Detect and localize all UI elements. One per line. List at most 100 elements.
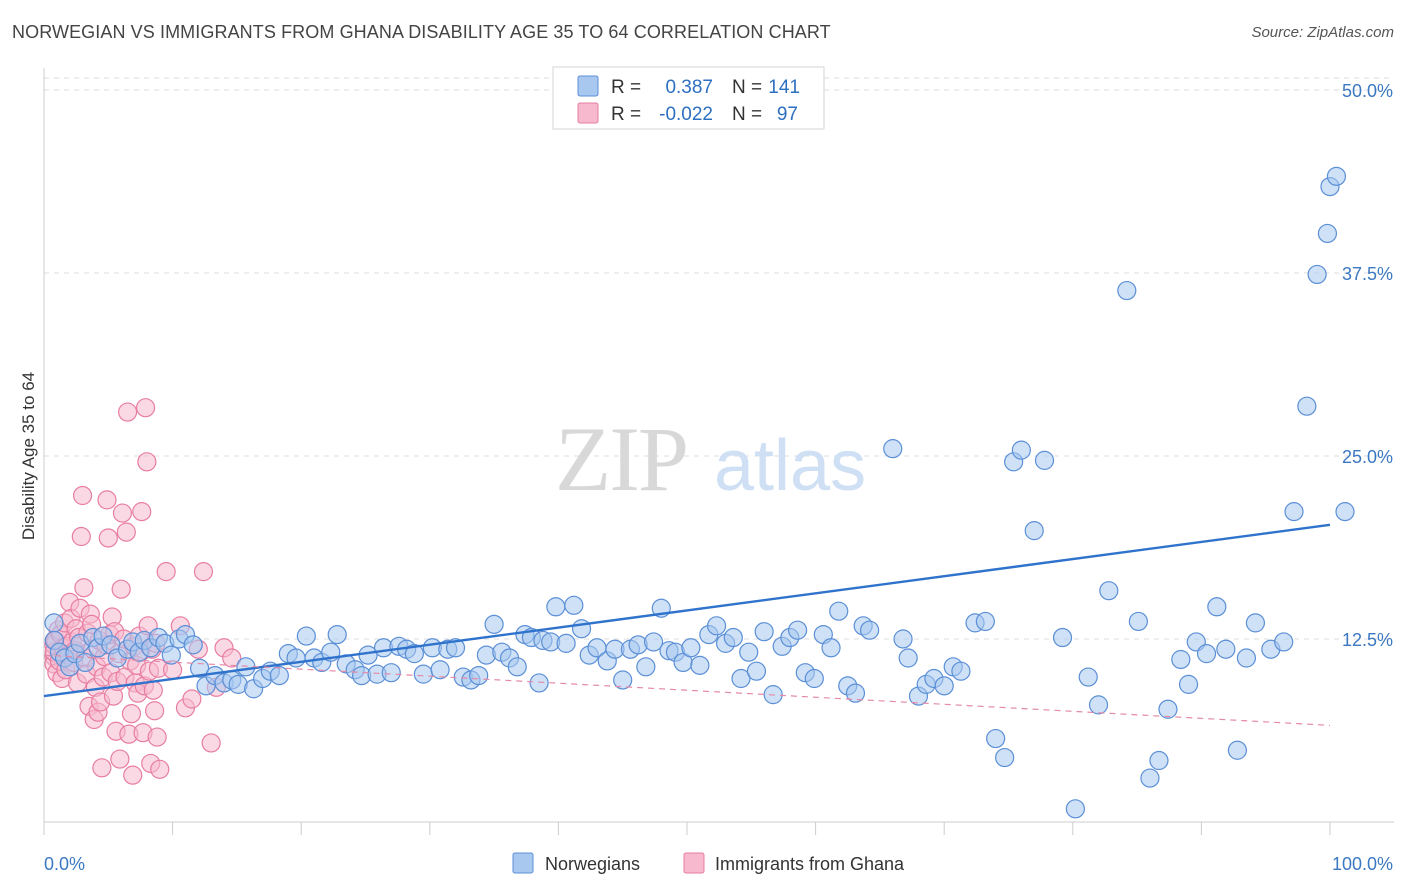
norwegian-point-148	[1284, 502, 1304, 522]
norwegian-point-121	[986, 728, 1006, 749]
legend-r-label-1: R =	[611, 77, 641, 98]
norwegian-point-111	[893, 629, 913, 649]
axes	[43, 68, 1394, 835]
norwegian-point-93	[731, 668, 751, 689]
ghana-point-92	[193, 562, 214, 582]
legend-r-value-2: -0.022	[659, 104, 713, 125]
norwegian-point-116	[934, 676, 954, 696]
legend-swatch-norwegians	[577, 75, 599, 97]
norwegian-point-34	[269, 665, 289, 686]
norwegian-point-59	[469, 665, 489, 686]
norwegian-point-41	[327, 624, 347, 645]
norwegian-point-149	[1297, 396, 1317, 416]
ghana-point-85	[150, 759, 170, 779]
norwegian-point-20	[161, 645, 181, 665]
norwegian-point-130	[1088, 695, 1109, 715]
norwegian-point-125	[1024, 521, 1044, 541]
ghana-point-83	[147, 727, 167, 747]
norwegian-point-127	[1052, 627, 1073, 648]
norwegian-point-142	[1216, 639, 1236, 659]
norwegian-point-137	[1171, 649, 1191, 670]
y-tick-label-3: 50.0%	[1342, 81, 1393, 101]
norwegian-point-78	[613, 670, 633, 690]
y-axis-title: Disability Age 35 to 64	[19, 372, 38, 540]
y-tick-label-1: 25.0%	[1342, 447, 1393, 467]
norwegian-point-64	[507, 657, 527, 677]
norwegian-point-104	[821, 638, 841, 658]
norwegian-point-24	[190, 658, 210, 678]
norwegian-point-128	[1065, 799, 1085, 819]
watermark-atlas: atlas	[714, 426, 866, 506]
norwegian-point-48	[381, 663, 401, 683]
ghana-point-63	[121, 704, 142, 724]
norwegian-point-154	[1335, 502, 1355, 522]
ghana-point-90	[182, 689, 202, 709]
ghana-point-80	[143, 680, 163, 700]
ghana-point-56	[112, 503, 133, 523]
source-label: Source: ZipAtlas.com	[1251, 24, 1394, 41]
norwegian-point-132	[1117, 280, 1137, 301]
norwegian-point-100	[787, 620, 808, 640]
grid-lines	[44, 77, 1394, 640]
norwegian-point-87	[681, 638, 701, 658]
legend-r-label-2: R =	[611, 104, 641, 125]
ghana-point-74	[135, 398, 156, 418]
norwegian-point-120	[975, 611, 995, 632]
bottom-legend: Norwegians Immigrants from Ghana	[512, 852, 905, 874]
norwegian-point-153	[1326, 166, 1347, 186]
norwegian-point-0	[44, 613, 64, 633]
norwegian-trend-line	[43, 523, 1331, 698]
ghana-point-60	[117, 402, 138, 422]
chart-title: NORWEGIAN VS IMMIGRANTS FROM GHANA DISAB…	[12, 22, 831, 42]
bottom-legend-swatch-norwegians	[512, 852, 534, 874]
legend-n-label-1: N =	[732, 77, 762, 98]
legend: R = 0.387 N = 141 R = -0.022 N = 97	[552, 66, 825, 130]
norwegian-point-133	[1128, 611, 1148, 632]
norwegian-point-107	[845, 683, 866, 703]
norwegian-point-144	[1236, 648, 1257, 668]
norwegian-point-95	[746, 661, 767, 681]
legend-n-value-2: 97	[777, 104, 798, 125]
ghana-points	[44, 398, 242, 785]
norwegian-point-7	[75, 652, 95, 673]
norwegian-point-143	[1227, 740, 1248, 760]
norwegian-point-151	[1317, 223, 1338, 244]
legend-n-label-2: N =	[732, 104, 762, 125]
ghana-point-25	[72, 485, 93, 506]
legend-n-value-1: 141	[768, 77, 800, 98]
norwegian-point-147	[1274, 632, 1294, 652]
norwegian-point-129	[1078, 667, 1098, 687]
norwegian-point-109	[860, 620, 880, 640]
trend-lines	[43, 523, 1331, 726]
norwegian-point-54	[430, 660, 450, 680]
bottom-legend-ghana: Immigrants from Ghana	[715, 854, 905, 874]
ghana-point-71	[132, 502, 152, 522]
ghana-point-44	[97, 490, 117, 510]
watermark: ZIP atlas	[555, 408, 866, 510]
norwegian-point-23	[183, 635, 203, 655]
norwegian-point-124	[1011, 440, 1031, 460]
legend-swatch-ghana	[577, 102, 599, 124]
y-tick-label-0: 12.5%	[1342, 630, 1393, 650]
norwegian-point-131	[1099, 581, 1119, 601]
norwegian-point-70	[546, 597, 566, 617]
norwegian-point-134	[1140, 768, 1160, 788]
norwegian-points	[44, 166, 1355, 819]
norwegian-point-122	[995, 747, 1015, 768]
norwegian-point-150	[1307, 264, 1327, 285]
norwegian-point-96	[754, 622, 774, 642]
ghana-point-55	[111, 579, 131, 599]
ghana-point-93	[201, 733, 221, 753]
norwegian-point-110	[883, 439, 903, 459]
norwegian-point-72	[564, 595, 584, 615]
ghana-point-59	[116, 522, 136, 542]
norwegian-point-56	[445, 638, 466, 658]
ghana-point-40	[92, 758, 112, 778]
norwegian-point-37	[296, 626, 316, 646]
norwegian-point-138	[1178, 674, 1199, 694]
norwegian-point-52	[413, 664, 433, 684]
norwegian-point-51	[404, 644, 424, 664]
bottom-legend-swatch-ghana	[683, 852, 705, 874]
norwegian-point-126	[1034, 450, 1055, 470]
norwegian-point-118	[951, 661, 971, 681]
